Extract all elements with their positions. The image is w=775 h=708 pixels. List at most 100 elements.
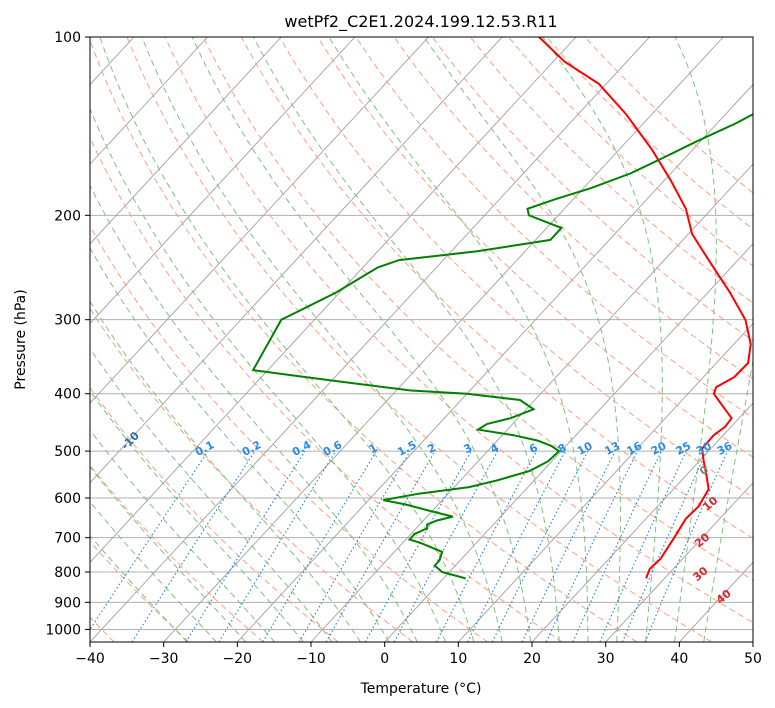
mixing-ratio-line	[644, 450, 729, 642]
mixing-ratio-label: 20	[649, 439, 669, 458]
mixing-ratio-line	[364, 450, 472, 642]
dry-adiabat-line	[164, 37, 753, 624]
dry-adiabat-line	[431, 37, 753, 342]
x-tick-label: −10	[296, 651, 326, 667]
isotherm-line	[310, 163, 753, 642]
y-tick-label: 500	[54, 444, 81, 460]
mixing-ratio-label: 36	[715, 439, 735, 458]
isotherm-line	[752, 641, 753, 642]
mixing-ratio-label: 30	[694, 439, 714, 458]
dry-adiabat-line	[317, 37, 753, 458]
x-tick-label: 40	[670, 651, 688, 667]
dry-adiabat-line	[584, 37, 753, 194]
moist-adiabat-line	[90, 390, 304, 642]
x-tick-label: −20	[223, 651, 253, 667]
mixing-ratio-line	[435, 450, 538, 642]
isotherm-line	[90, 37, 282, 245]
dry-adiabat-line	[355, 37, 753, 419]
mixing-ratio-label: 13	[602, 439, 622, 458]
dry-adiabat-line	[90, 136, 563, 642]
y-axis-title: Pressure (hPa)	[13, 289, 29, 389]
dry-adiabat-line	[126, 37, 712, 642]
dry-adiabat-line	[90, 38, 638, 642]
x-tick-label: 0	[380, 651, 389, 667]
mixing-ratio-label: 0.2	[240, 438, 263, 459]
moist-adiabat-label: 20	[692, 530, 712, 550]
moist-adiabat-line	[90, 429, 275, 642]
background-lines	[0, 37, 753, 642]
dry-adiabat-line	[90, 387, 339, 642]
moist-adiabat-line	[99, 37, 475, 642]
mixing-ratio-line	[599, 450, 687, 642]
isotherm-line	[384, 243, 753, 642]
isotherm-line	[605, 482, 753, 642]
x-axis-title: Temperature (°C)	[360, 681, 482, 697]
mixing-ratio-line	[325, 450, 436, 642]
dewpoint-profile-line	[251, 113, 753, 580]
mixing-ratio-label: 3	[462, 441, 475, 456]
mixing-ratio-label: 4	[488, 441, 501, 456]
moist-adiabat-label: 40	[714, 587, 734, 607]
isotherm-line	[0, 37, 60, 642]
mixing-ratio-label: 10	[575, 439, 595, 458]
dry-adiabat-line	[508, 37, 753, 267]
moist-adiabat-line	[90, 300, 362, 642]
moist-adiabat-line	[191, 37, 532, 642]
mixing-ratio-line	[491, 450, 589, 642]
y-tick-label: 300	[54, 313, 81, 329]
dry-adiabat-line	[90, 225, 488, 642]
plot-frame	[89, 36, 754, 643]
dry-adiabat-line	[202, 37, 753, 581]
y-tick-label: 800	[54, 565, 81, 581]
y-tick-label: 700	[54, 531, 81, 547]
isotherm-line	[90, 37, 429, 404]
y-tick-label: 400	[54, 387, 81, 403]
y-tick-label: 600	[54, 491, 81, 507]
sounding-profiles	[251, 37, 753, 580]
moist-adiabat-line	[542, 37, 663, 642]
moist-adiabat-line	[141, 37, 503, 642]
moist-adiabat-line	[90, 534, 188, 642]
isotherm-line	[457, 322, 753, 642]
moist-adiabat-line	[90, 247, 390, 642]
temperature-profile-line	[538, 37, 752, 579]
x-tick-label: −40	[75, 651, 105, 667]
moist-adiabat-label: 0	[697, 463, 711, 478]
mixing-ratio-line	[545, 450, 638, 642]
moist-adiabat-line	[90, 501, 217, 642]
y-tick-label: 900	[54, 595, 81, 611]
mixing-ratio-label: 2	[425, 441, 438, 456]
moist-adiabat-line	[90, 347, 333, 642]
moist-adiabat-line	[423, 37, 621, 642]
mixing-ratio-label: 6	[527, 441, 540, 456]
isotherm-line	[163, 37, 724, 642]
axes: −40 −30 −20 −10 0 10 20 30 40 5010009008007006005…	[45, 30, 762, 667]
isotherm-line	[90, 37, 577, 563]
mixing-ratio-line	[131, 450, 256, 642]
line-labels: 0.10.20.40.611.52346810131620253036-100-…	[28, 386, 735, 607]
mixing-ratio-line	[298, 450, 411, 642]
moist-adiabat-line	[90, 184, 418, 642]
dry-adiabat-label: -20	[28, 386, 51, 409]
x-tick-label: 20	[523, 651, 541, 667]
mixing-ratio-label: 0.6	[321, 438, 345, 459]
dry-adiabat-line	[240, 37, 753, 539]
mixing-ratio-label: 0.1	[193, 438, 216, 459]
moist-adiabat-line	[253, 37, 560, 642]
isotherm-line	[90, 37, 208, 165]
chart-title: wetPf2_C2E1.2024.199.12.53.R11	[284, 12, 557, 32]
moist-adiabat-line	[328, 37, 589, 642]
isotherm-line	[90, 37, 650, 642]
y-tick-label: 100	[54, 30, 81, 46]
dry-adiabat-line	[279, 37, 753, 498]
y-tick-label: 200	[54, 208, 81, 224]
y-tick-label: 1000	[45, 622, 81, 638]
mixing-ratio-label: 16	[625, 439, 645, 458]
isotherm-line	[90, 37, 356, 325]
isotherm-line	[531, 402, 753, 642]
dry-adiabat-line	[393, 37, 753, 380]
mixing-ratio-label: 25	[674, 439, 694, 458]
mixing-ratio-label: 1.5	[395, 438, 418, 459]
mixing-ratio-label: 8	[556, 441, 569, 456]
